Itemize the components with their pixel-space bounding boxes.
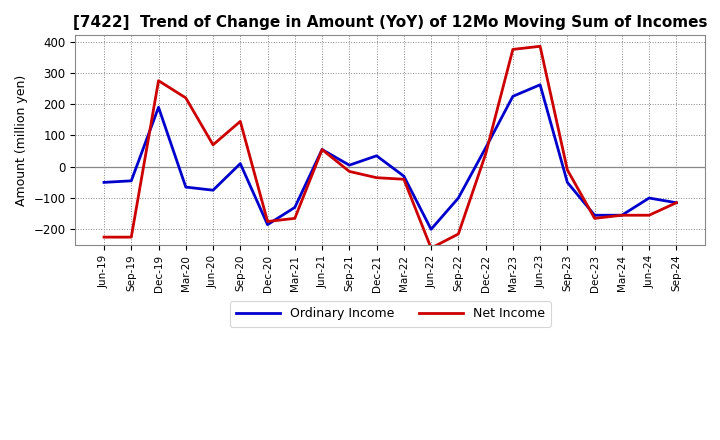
Net Income [318,147,326,152]
Ordinary Income [672,200,680,205]
Y-axis label: Amount (million yen): Amount (million yen) [15,74,28,206]
Ordinary Income [508,94,517,99]
Ordinary Income [400,173,408,179]
Title: [7422]  Trend of Change in Amount (YoY) of 12Mo Moving Sum of Incomes: [7422] Trend of Change in Amount (YoY) o… [73,15,708,30]
Net Income [672,200,680,205]
Net Income [400,176,408,182]
Ordinary Income [318,147,326,152]
Net Income [345,169,354,174]
Line: Net Income: Net Income [104,46,676,248]
Net Income [264,219,272,224]
Ordinary Income [645,195,654,201]
Net Income [372,175,381,180]
Ordinary Income [372,153,381,158]
Net Income [236,119,245,124]
Ordinary Income [345,162,354,168]
Ordinary Income [618,213,626,218]
Ordinary Income [427,227,436,232]
Net Income [481,152,490,157]
Ordinary Income [209,187,217,193]
Ordinary Income [454,195,463,201]
Net Income [427,246,436,251]
Ordinary Income [536,82,544,88]
Net Income [508,47,517,52]
Ordinary Income [290,205,299,210]
Line: Ordinary Income: Ordinary Income [104,85,676,229]
Net Income [127,235,135,240]
Net Income [209,142,217,147]
Ordinary Income [99,180,108,185]
Net Income [645,213,654,218]
Ordinary Income [127,178,135,183]
Net Income [154,78,163,83]
Legend: Ordinary Income, Net Income: Ordinary Income, Net Income [230,301,551,327]
Net Income [536,44,544,49]
Net Income [99,235,108,240]
Net Income [563,167,572,172]
Ordinary Income [264,222,272,227]
Ordinary Income [481,145,490,150]
Net Income [618,213,626,218]
Ordinary Income [590,213,599,218]
Ordinary Income [563,180,572,185]
Net Income [454,231,463,237]
Ordinary Income [154,105,163,110]
Ordinary Income [181,184,190,190]
Net Income [590,216,599,221]
Ordinary Income [236,161,245,166]
Net Income [290,216,299,221]
Net Income [181,95,190,101]
